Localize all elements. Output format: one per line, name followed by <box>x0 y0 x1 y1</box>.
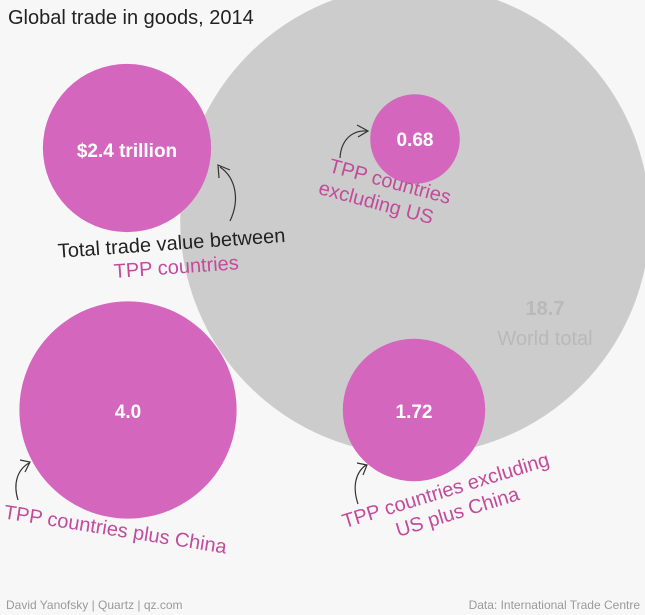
value-label-tpp: $2.4 trillion <box>77 141 177 162</box>
value-label-tpp-excluding-us-plus-china: 1.72 <box>396 402 433 423</box>
bubble-tpp-excluding-us <box>370 94 460 184</box>
bubble-tpp <box>42 63 212 233</box>
bubble-world-total <box>180 0 645 455</box>
value-label-tpp-plus-china: 4.0 <box>115 402 141 423</box>
world-total-label: World total <box>497 328 592 350</box>
arrow-tpp <box>217 164 237 222</box>
footer-credit: David Yanofsky | Quartz | qz.com <box>6 598 183 612</box>
bubble-tpp-plus-china <box>19 301 237 519</box>
world-total-value: 18.7 <box>526 298 565 320</box>
arrow-tpp-excluding-us <box>339 124 370 159</box>
value-label-tpp-excluding-us: 0.68 <box>397 130 434 151</box>
footer-source: Data: International Trade Centre <box>469 598 641 612</box>
bubble-tpp-excluding-us-plus-china <box>342 338 486 482</box>
arrow-tpp-excluding-us-plus-china <box>354 462 368 505</box>
chart-title: Global trade in goods, 2014 <box>8 7 254 29</box>
arrow-tpp-plus-china <box>15 459 31 501</box>
